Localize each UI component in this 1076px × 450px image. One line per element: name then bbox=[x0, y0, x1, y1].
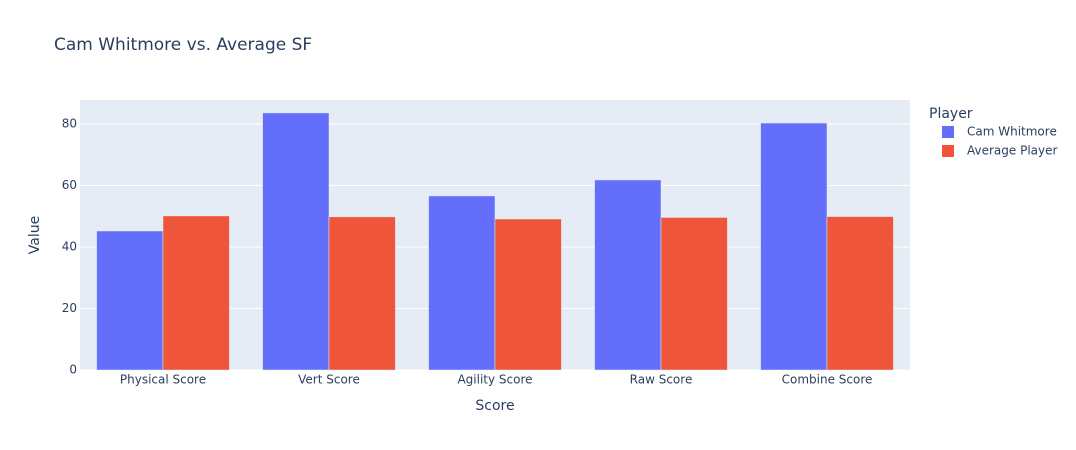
bar bbox=[162, 215, 230, 371]
x-tick-label: Vert Score bbox=[298, 373, 360, 387]
y-tick-label: 80 bbox=[62, 116, 77, 130]
x-axis-title: Score bbox=[475, 398, 514, 414]
bar bbox=[660, 217, 728, 371]
bar bbox=[96, 230, 164, 371]
legend-swatch[interactable] bbox=[942, 126, 954, 138]
bar bbox=[826, 216, 894, 371]
x-tick-label: Raw Score bbox=[630, 373, 693, 387]
legend-label[interactable]: Average Player bbox=[967, 144, 1058, 158]
bar bbox=[760, 122, 828, 371]
chart-title: Cam Whitmore vs. Average SF bbox=[54, 35, 312, 55]
legend-label[interactable]: Cam Whitmore bbox=[967, 125, 1057, 139]
y-tick-label: 60 bbox=[62, 178, 77, 192]
x-tick-label: Physical Score bbox=[120, 373, 206, 387]
bar bbox=[262, 112, 330, 371]
bar bbox=[328, 216, 396, 371]
bar bbox=[428, 195, 496, 371]
bar bbox=[594, 179, 662, 371]
bar bbox=[494, 218, 562, 371]
y-tick-label: 0 bbox=[69, 363, 77, 377]
x-tick-label: Agility Score bbox=[457, 373, 532, 387]
legend-title: Player bbox=[929, 106, 973, 122]
y-axis-title: Value bbox=[27, 216, 43, 254]
y-tick-label: 20 bbox=[62, 301, 77, 315]
y-tick-label: 40 bbox=[62, 239, 77, 253]
legend-swatch[interactable] bbox=[942, 145, 954, 157]
x-tick-label: Combine Score bbox=[782, 373, 873, 387]
